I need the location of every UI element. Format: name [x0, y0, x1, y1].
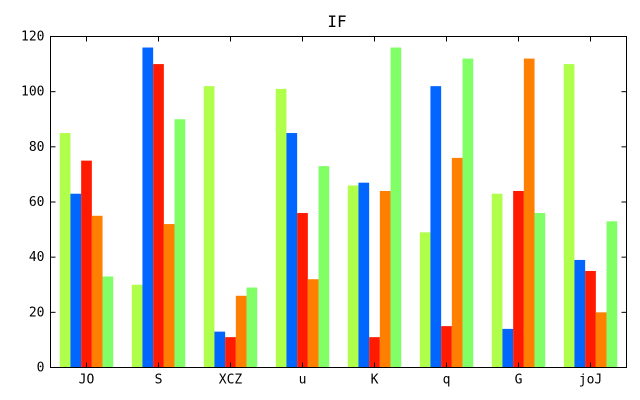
y-tick-label-60: 60 — [29, 195, 45, 210]
bar-joJ-series-2 — [574, 259, 586, 368]
bar-S-series-4 — [163, 224, 175, 368]
bar-u-series-5 — [318, 166, 330, 368]
bar-XCZ-series-1 — [203, 86, 215, 368]
x-tick-label-JO: JO — [79, 373, 95, 388]
bar-K-series-5 — [390, 47, 402, 368]
bar-XCZ-series-3 — [225, 337, 236, 368]
x-tick-label-joJ: joJ — [579, 373, 602, 388]
y-tick-label-100: 100 — [21, 85, 44, 100]
bar-q-series-4 — [451, 157, 463, 368]
bar-K-series-3 — [369, 337, 380, 368]
bar-joJ-series-5 — [606, 221, 618, 368]
bar-K-series-4 — [379, 190, 391, 368]
bar-u-series-3 — [297, 213, 308, 368]
bar-JO-series-1 — [59, 133, 71, 368]
bar-JO-series-5 — [102, 276, 114, 368]
bar-G-series-4 — [523, 58, 535, 368]
x-tick-label-XCZ: XCZ — [219, 373, 243, 388]
x-tick-label-u: u — [299, 373, 307, 388]
bar-q-series-1 — [419, 232, 431, 368]
bar-q-series-2 — [430, 86, 442, 368]
bar-q-series-5 — [462, 58, 474, 368]
bar-XCZ-series-5 — [246, 287, 258, 368]
bar-JO-series-3 — [81, 160, 92, 368]
y-tick-label-0: 0 — [37, 361, 45, 376]
x-tick-label-S: S — [155, 373, 163, 388]
y-axis: 0 20 40 60 80 100 120 — [21, 30, 627, 376]
bar-u-series-4 — [307, 279, 319, 368]
y-tick-label-40: 40 — [29, 250, 45, 265]
bar-XCZ-series-4 — [235, 295, 247, 368]
bar-JO-series-4 — [91, 215, 103, 368]
bar-JO-series-2 — [70, 193, 82, 368]
bar-G-series-3 — [513, 190, 524, 368]
bar-S-series-5 — [174, 119, 186, 368]
bar-G-series-2 — [502, 328, 514, 368]
y-tick-label-20: 20 — [29, 305, 45, 320]
x-tick-label-q: q — [443, 373, 451, 388]
bar-K-series-1 — [347, 185, 359, 368]
bar-u-series-2 — [286, 133, 298, 368]
y-tick-label-80: 80 — [29, 140, 45, 155]
bar-u-series-1 — [275, 88, 287, 368]
bar-K-series-2 — [358, 182, 370, 368]
bar-S-series-3 — [153, 64, 164, 368]
bar-q-series-3 — [441, 326, 452, 368]
bar-S-series-1 — [131, 284, 143, 368]
x-tick-label-G: G — [515, 373, 523, 388]
x-tick-label-K: K — [371, 373, 379, 388]
bar-S-series-2 — [142, 47, 154, 368]
bar-XCZ-series-2 — [214, 331, 226, 368]
bars-group — [59, 47, 618, 368]
bar-joJ-series-4 — [595, 312, 607, 368]
bar-joJ-series-3 — [585, 270, 596, 368]
bar-G-series-5 — [534, 213, 546, 368]
bar-G-series-1 — [491, 193, 503, 368]
y-tick-label-120: 120 — [21, 30, 44, 45]
bar-joJ-series-1 — [563, 64, 575, 368]
chart-title: IF — [327, 12, 346, 31]
